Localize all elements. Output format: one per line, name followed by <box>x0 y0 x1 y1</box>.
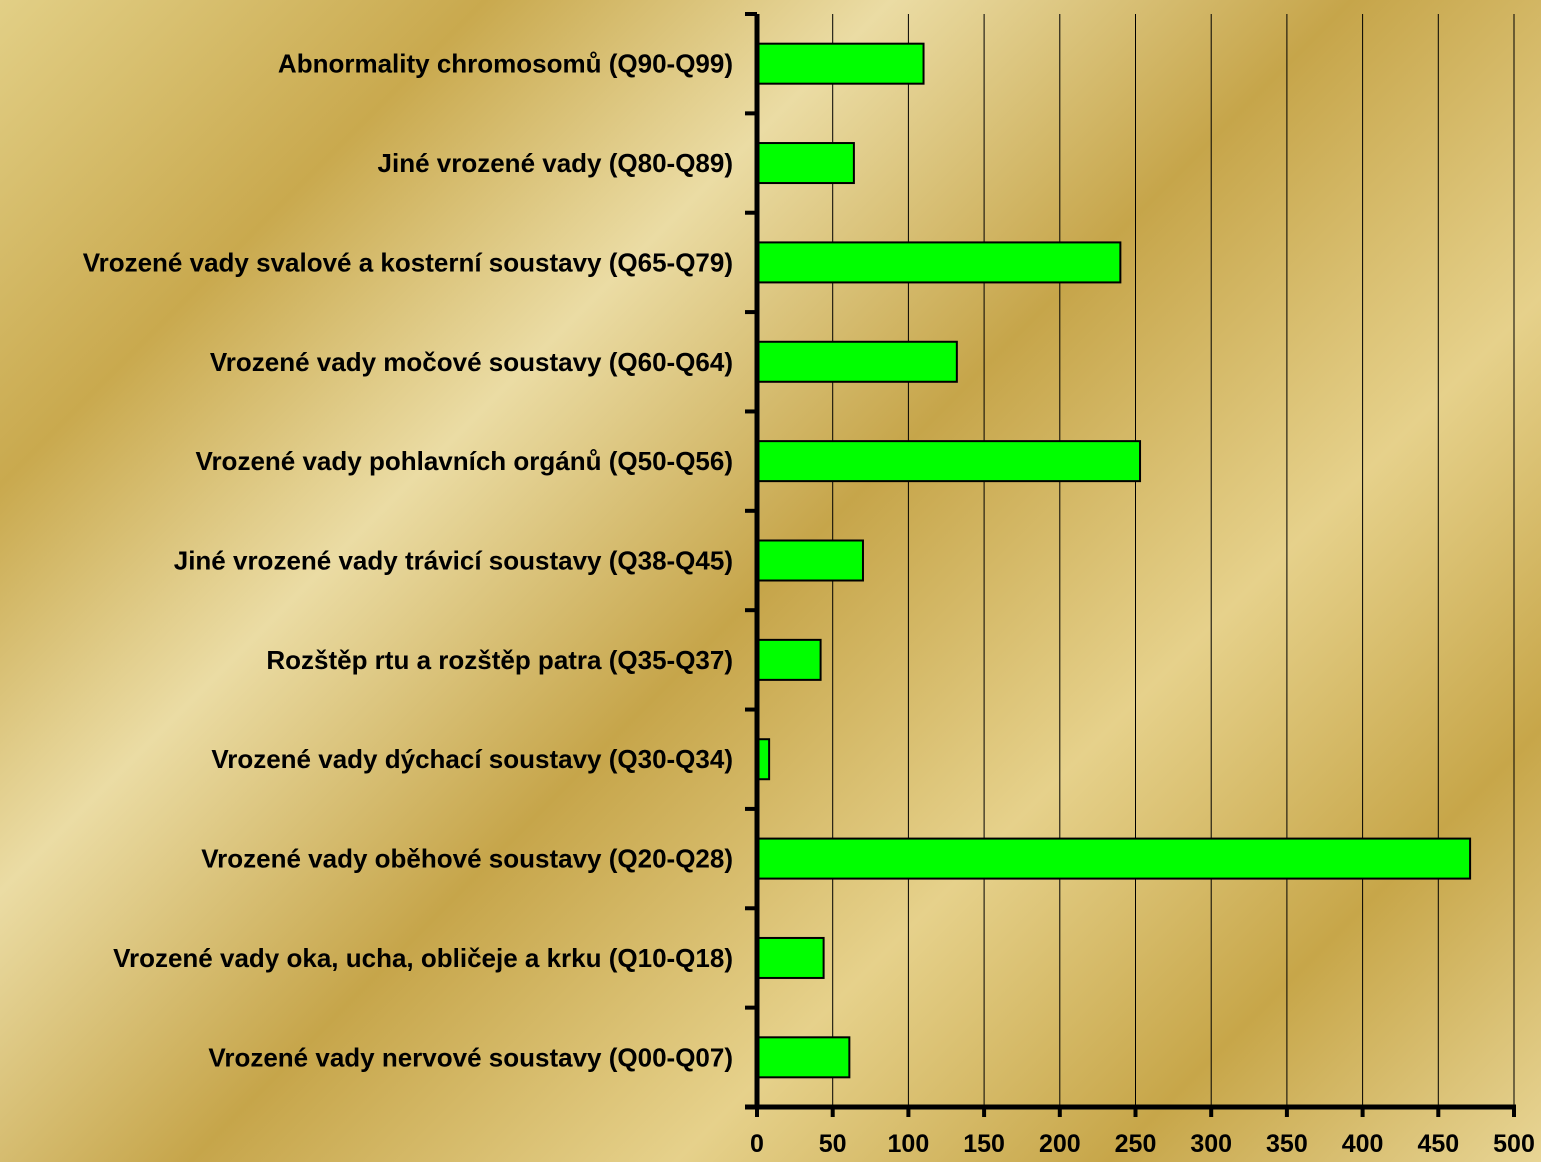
x-tick-label: 150 <box>963 1130 1005 1158</box>
category-label: Vrozené vady oběhové soustavy (Q20-Q28) <box>201 844 733 874</box>
category-label: Vrozené vady pohlavních orgánů (Q50-Q56) <box>196 446 733 476</box>
category-label: Abnormality chromosomů (Q90-Q99) <box>278 49 733 79</box>
gridlines <box>832 14 1515 1107</box>
bar <box>756 837 1472 880</box>
bar <box>756 638 822 681</box>
x-tick-label: 400 <box>1342 1130 1384 1158</box>
bar <box>756 42 925 85</box>
category-label: Vrozené vady svalové a kosterní soustavy… <box>83 247 733 277</box>
bar <box>756 142 855 185</box>
category-label: Vrozené vady oka, ucha, obličeje a krku … <box>113 943 733 973</box>
x-tick-label: 300 <box>1190 1130 1232 1158</box>
x-tick-label: 450 <box>1417 1130 1459 1158</box>
x-tick-label: 250 <box>1115 1130 1157 1158</box>
category-label: Rozštěp rtu a rozštěp patra (Q35-Q37) <box>266 645 733 675</box>
bar <box>756 340 958 383</box>
bars <box>756 42 1472 1079</box>
category-label: Jiné vrozené vady trávicí soustavy (Q38-… <box>174 546 733 576</box>
x-tick-label: 0 <box>750 1130 764 1158</box>
x-tick-labels: 0 50 100 150 200 250 300 350 400 450 500 <box>750 1130 1535 1158</box>
x-tick-label: 350 <box>1266 1130 1308 1158</box>
bar <box>756 1036 851 1079</box>
x-tick-label: 200 <box>1039 1130 1081 1158</box>
category-label: Jiné vrozené vady (Q80-Q89) <box>378 148 733 178</box>
category-labels: Vrozené vady nervové soustavy (Q00-Q07) V… <box>83 49 733 1073</box>
category-label: Vrozené vady dýchací soustavy (Q30-Q34) <box>211 744 733 774</box>
bar <box>756 936 825 979</box>
bar <box>756 241 1122 284</box>
x-tick-label: 100 <box>888 1130 930 1158</box>
x-tick-label: 50 <box>819 1130 847 1158</box>
bar <box>756 440 1142 483</box>
axes <box>745 12 1516 1117</box>
x-tick-label: 500 <box>1493 1130 1535 1158</box>
bar <box>756 539 864 582</box>
category-label: Vrozené vady močové soustavy (Q60-Q64) <box>210 347 733 377</box>
category-label: Vrozené vady nervové soustavy (Q00-Q07) <box>208 1042 733 1072</box>
